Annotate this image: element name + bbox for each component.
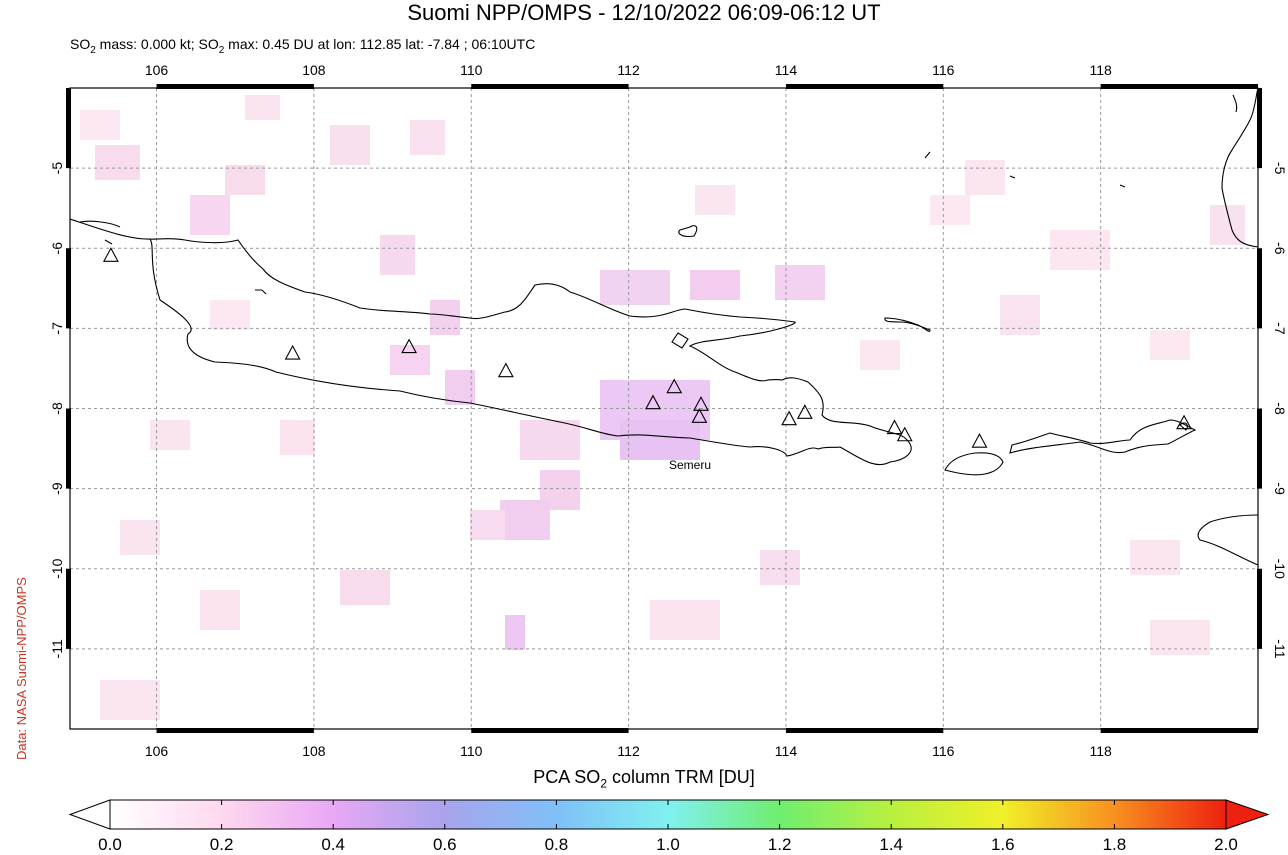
lat-tick-label-right: -10 bbox=[1272, 559, 1288, 579]
stats-prefix: SO bbox=[70, 36, 91, 52]
lat-tick-label-left: -7 bbox=[49, 322, 65, 335]
colorbar-tick-label: 0.4 bbox=[321, 835, 346, 854]
frame-bar bbox=[1257, 248, 1262, 329]
volcano-marker bbox=[781, 410, 798, 426]
volcano-marker bbox=[666, 378, 683, 394]
volcano-marker bbox=[796, 404, 813, 419]
frame-bar bbox=[156, 728, 314, 733]
lat-tick-label-right: -5 bbox=[1272, 162, 1288, 175]
lat-tick-label-left: -9 bbox=[49, 482, 65, 495]
frame-bar bbox=[471, 728, 629, 733]
colorbar-tick-label: 0.2 bbox=[209, 835, 234, 854]
colorbar-tick-label: 1.4 bbox=[879, 835, 904, 854]
lat-tick-label-right: -11 bbox=[1272, 639, 1288, 658]
colorbar-tick-label: 1.0 bbox=[656, 835, 680, 854]
frame-bar bbox=[1100, 728, 1258, 733]
volcano-marker bbox=[497, 362, 514, 378]
colorbar-tick-label: 1.2 bbox=[767, 835, 792, 854]
lon-tick-label-top: 116 bbox=[932, 62, 955, 78]
colorbar-label-prefix: PCA SO bbox=[533, 767, 601, 787]
volcano-marker bbox=[645, 394, 661, 410]
frame-bar bbox=[1257, 568, 1262, 649]
colorbar-label-suffix: column TRM [DU] bbox=[607, 767, 755, 787]
volcano-label-semeru: Semeru bbox=[669, 458, 711, 472]
stats-subscript: 2 bbox=[90, 44, 96, 56]
map-frame bbox=[66, 84, 1262, 733]
volcano-marker bbox=[284, 344, 301, 360]
volcano-markers bbox=[102, 247, 1192, 448]
colorbar-label-subscript: 2 bbox=[600, 776, 607, 791]
lat-tick-label-left: -8 bbox=[49, 402, 65, 415]
colorbar-max-arrow bbox=[1225, 799, 1270, 830]
volcano-marker bbox=[886, 419, 903, 435]
lat-lon-grid bbox=[70, 88, 1258, 729]
colorbar-title: PCA SO2 column TRM [DU] bbox=[0, 767, 1288, 791]
lat-tick-label-left: -11 bbox=[49, 639, 65, 658]
colorbar-tick-label: 0.8 bbox=[544, 835, 569, 854]
stats-suffix: max: 0.45 DU at lon: 112.85 lat: -7.84 ;… bbox=[224, 36, 536, 52]
lat-tick-label-right: -6 bbox=[1272, 242, 1288, 255]
lon-tick-label-bottom: 106 bbox=[145, 743, 169, 759]
map-title: Suomi NPP/OMPS - 12/10/2022 06:09-06:12 … bbox=[407, 0, 881, 25]
lon-tick-label-bottom: 112 bbox=[617, 743, 640, 759]
so2-pixel-layer bbox=[80, 95, 1245, 720]
lat-tick-label-right: -7 bbox=[1272, 322, 1288, 335]
frame-bar bbox=[156, 84, 314, 89]
frame-bar bbox=[785, 84, 944, 89]
volcano-marker bbox=[401, 338, 418, 354]
colorbar-tick-label: 2.0 bbox=[1214, 835, 1238, 854]
lon-tick-label-bottom: 114 bbox=[775, 743, 798, 759]
stats-mid: mass: 0.000 kt; SO bbox=[95, 36, 219, 52]
colorbar-tick-label: 0.0 bbox=[98, 835, 122, 854]
frame-bar bbox=[66, 88, 71, 169]
colorbar-tick-label: 1.6 bbox=[990, 835, 1015, 854]
lon-tick-label-top: 114 bbox=[775, 62, 798, 78]
colorbar-min-arrow bbox=[68, 799, 111, 830]
volcano-marker bbox=[102, 247, 119, 262]
volcano-marker bbox=[896, 426, 913, 442]
lat-tick-label-right: -9 bbox=[1272, 482, 1288, 495]
frame-bar bbox=[1100, 84, 1258, 89]
lat-tick-label-left: -6 bbox=[49, 242, 65, 255]
so2-stats-line: SO2 mass: 0.000 kt; SO2 max: 0.45 DU at … bbox=[70, 36, 535, 56]
colorbar bbox=[68, 799, 1270, 830]
axis-tick-labels: 106 106 108 108 110 110 112 112 114 114 116 116 118 1… bbox=[49, 62, 1288, 759]
lon-tick-label-bottom: 116 bbox=[932, 743, 955, 759]
frame-bar bbox=[1257, 408, 1262, 489]
lon-tick-label-top: 110 bbox=[460, 62, 483, 78]
frame-bar bbox=[471, 84, 629, 89]
lon-tick-label-top: 108 bbox=[302, 62, 326, 78]
lon-tick-label-top: 118 bbox=[1089, 62, 1112, 78]
lat-tick-label-left: -5 bbox=[49, 162, 65, 175]
frame-bar bbox=[66, 248, 71, 329]
colorbar-tick-label: 1.8 bbox=[1102, 835, 1127, 854]
volcano-marker bbox=[1176, 414, 1192, 430]
lon-tick-label-bottom: 118 bbox=[1089, 743, 1112, 759]
frame-bar bbox=[66, 568, 71, 649]
lon-tick-label-bottom: 110 bbox=[460, 743, 483, 759]
frame-bar bbox=[1257, 88, 1262, 169]
lat-tick-label-left: -10 bbox=[49, 558, 65, 578]
volcano-marker bbox=[693, 396, 709, 411]
frame-bar bbox=[785, 728, 944, 733]
lon-tick-label-top: 112 bbox=[617, 62, 640, 78]
lon-tick-label-top: 106 bbox=[145, 62, 169, 78]
coastlines bbox=[70, 88, 1258, 566]
lon-tick-label-bottom: 108 bbox=[302, 743, 326, 759]
volcano-marker bbox=[691, 408, 708, 423]
volcano-marker bbox=[971, 432, 988, 448]
frame-bar bbox=[66, 408, 71, 489]
lat-tick-label-right: -8 bbox=[1272, 402, 1288, 415]
stats-subscript-2: 2 bbox=[218, 44, 225, 56]
colorbar-tick-label: 0.6 bbox=[432, 835, 457, 854]
